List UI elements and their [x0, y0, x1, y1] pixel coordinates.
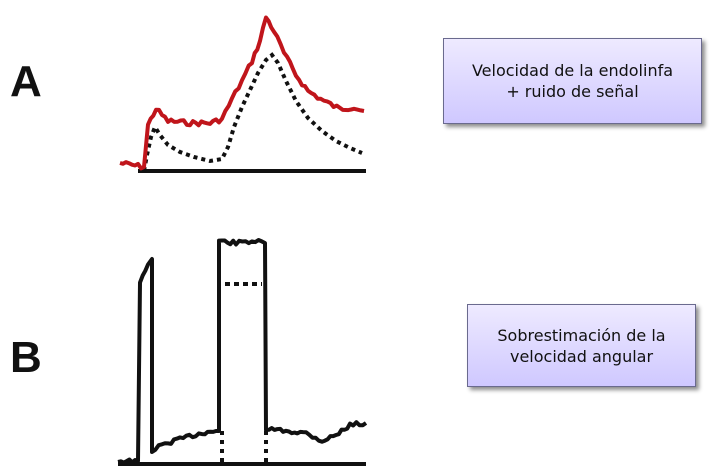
- note-b-line-1: Sobrestimación de la: [497, 325, 666, 345]
- diagram-a-reference-dotted-trace: [142, 52, 363, 172]
- diagram-b-angular-velocity-trace: [117, 238, 368, 466]
- note-a-line-2: + ruido de señal: [506, 82, 639, 101]
- note-box-b: Sobrestimación de la velocidad angular: [467, 304, 696, 387]
- diagram-a-signal-trace: [119, 15, 365, 171]
- diagram-b-signal-trace: [117, 238, 368, 465]
- note-a-line-1: Velocidad de la endolinfa: [471, 61, 674, 80]
- panel-letter-b: B: [10, 333, 42, 382]
- note-b-line-2: velocidad angular: [509, 346, 654, 366]
- diagram-a-velocity-trace: [119, 15, 366, 173]
- note-box-a: Velocidad de la endolinfa + ruido de señ…: [443, 38, 702, 124]
- panel-letter-a: A: [10, 57, 42, 106]
